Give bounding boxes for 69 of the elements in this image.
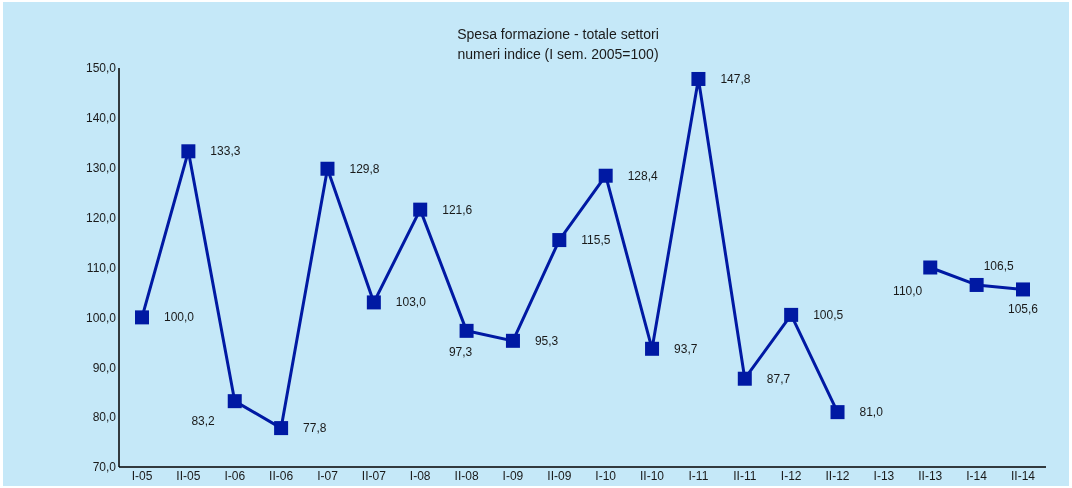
point xyxy=(320,161,335,176)
point xyxy=(181,144,196,159)
x-tick-label: I-07 xyxy=(317,468,339,483)
data-label: 83,2 xyxy=(191,414,216,429)
chart-title: Spesa formazione - totale settori xyxy=(456,25,660,44)
x-tick-label: II-12 xyxy=(825,468,850,483)
point xyxy=(274,421,289,436)
point xyxy=(598,168,613,183)
x-tick-label: II-14 xyxy=(1010,468,1036,483)
x-tick-label: I-09 xyxy=(502,468,524,483)
point xyxy=(645,341,660,356)
data-label: 128,4 xyxy=(627,168,659,183)
x-tick-label: II-08 xyxy=(454,468,479,483)
point xyxy=(830,405,845,420)
point xyxy=(413,202,428,217)
y-tick-label: 90,0 xyxy=(92,360,117,375)
data-label: 100,5 xyxy=(813,307,844,322)
data-label: 93,7 xyxy=(674,341,698,356)
data-label: 133,3 xyxy=(210,144,241,159)
x-tick-label: I-12 xyxy=(780,468,802,483)
y-tick-label: 100,0 xyxy=(85,310,117,325)
x-tick-label: II-07 xyxy=(361,468,387,483)
point xyxy=(459,323,474,338)
point xyxy=(366,295,381,310)
data-label: 115,5 xyxy=(581,233,611,248)
data-label: 106,5 xyxy=(983,258,1014,273)
x-tick-label: I-14 xyxy=(966,468,988,483)
data-label: 77,8 xyxy=(303,421,327,436)
y-tick-label: 70,0 xyxy=(92,460,117,475)
data-label: 81,0 xyxy=(859,405,884,420)
x-tick-label: I-05 xyxy=(131,468,153,483)
x-tick-label: I-08 xyxy=(409,468,431,483)
data-label: 95,3 xyxy=(534,333,559,348)
x-tick-label: II-10 xyxy=(640,468,665,483)
data-label: 100,0 xyxy=(164,310,195,325)
x-tick-label: II-05 xyxy=(176,468,201,483)
y-tick-label: 110,0 xyxy=(86,260,117,275)
y-tick-label: 130,0 xyxy=(85,161,117,176)
x-tick-label: I-10 xyxy=(595,468,617,483)
data-label: 129,8 xyxy=(349,161,380,176)
point xyxy=(227,394,242,409)
data-label: 121,6 xyxy=(442,202,473,217)
point xyxy=(923,260,938,275)
x-tick-label: II-13 xyxy=(918,468,943,483)
x-tick-label: II-11 xyxy=(733,468,757,483)
x-tick-label: I-11 xyxy=(688,468,709,483)
y-tick-label: 80,0 xyxy=(92,410,117,425)
point xyxy=(691,71,706,86)
y-tick-label: 140,0 xyxy=(85,111,117,126)
data-label: 97,3 xyxy=(448,344,473,359)
data-label: 147,8 xyxy=(720,71,751,86)
x-tick-label: I-13 xyxy=(873,468,895,483)
x-tick-label: II-06 xyxy=(269,468,294,483)
y-tick-label: 150,0 xyxy=(85,61,117,76)
point xyxy=(505,333,520,348)
data-label: 110,0 xyxy=(893,283,923,298)
data-label: 105,6 xyxy=(1007,302,1039,317)
x-tick-label: I-06 xyxy=(224,468,246,483)
y-tick-label: 120,0 xyxy=(85,210,117,225)
point xyxy=(737,371,752,386)
chart-subtitle: numeri indice (I sem. 2005=100) xyxy=(456,45,660,64)
point xyxy=(135,310,149,325)
data-label: 87,7 xyxy=(766,371,791,386)
data-label: 103,0 xyxy=(395,295,427,310)
point xyxy=(552,233,567,248)
point xyxy=(1016,282,1030,297)
point xyxy=(784,307,799,322)
x-tick-label: II-09 xyxy=(547,468,572,483)
point xyxy=(969,277,984,292)
